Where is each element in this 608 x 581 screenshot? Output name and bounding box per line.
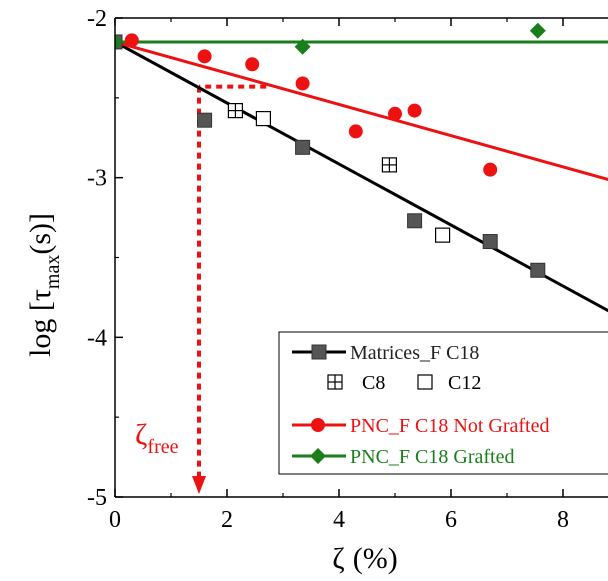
data-point-s4-1: [294, 38, 311, 55]
y-tick-label-0: -5: [87, 485, 107, 511]
data-point-s3-7: [483, 162, 498, 177]
axes: 0 2 4 6 8 -5 -4 -3 -2: [87, 6, 608, 533]
y-tick-label-1: -4: [87, 325, 107, 351]
x-tick-label-2: 4: [333, 507, 345, 533]
legend-box: [278, 331, 608, 475]
x-tick-label-3: 6: [445, 507, 457, 533]
plot-content: [115, 22, 608, 494]
zeta-free-label: ζfree: [135, 418, 179, 458]
annotation-arrowhead: [192, 476, 206, 494]
legend-label-grafted: PNC_F C18 Grafted: [350, 446, 514, 468]
data-point-s3-5: [388, 106, 402, 121]
data-point-s4-2: [529, 22, 546, 39]
data-point-s3-6: [407, 103, 422, 118]
legend-label-matrices: Matrices_F C18: [350, 342, 479, 364]
legend-marker-grafted: [310, 448, 326, 464]
data-point-s1-0: [227, 103, 243, 119]
data-point-s2-1: [435, 227, 451, 243]
x-tick-label-1: 2: [221, 507, 233, 533]
legend-marker-c12: [417, 374, 433, 390]
legend-marker-c8: [327, 374, 343, 390]
y-tick-label-3: -2: [87, 6, 107, 32]
x-tick-label-4: 8: [557, 507, 569, 533]
data-point-s0-5: [530, 262, 546, 278]
legend-label-not-grafted: PNC_F C18 Not Grafted: [350, 415, 549, 437]
data-point-s4-0: [115, 33, 123, 50]
fit-line-3: [115, 40, 608, 181]
data-point-s0-3: [407, 213, 423, 229]
legend-label-c12: C12: [448, 372, 481, 394]
y-axis-title: log [τmax(s)]: [24, 213, 64, 357]
legend-marker-matrices: [311, 344, 327, 360]
y-tick-label-2: -3: [87, 166, 107, 192]
data-point-s0-1: [197, 112, 213, 128]
x-axis-title: ζ (%): [332, 542, 397, 575]
legend-marker-not-grafted: [311, 418, 325, 432]
data-point-s0-2: [295, 139, 311, 155]
data-point-s0-4: [482, 234, 498, 250]
data-point-s1-1: [381, 157, 397, 173]
data-point-s3-0: [124, 33, 139, 48]
data-point-s2-0: [255, 110, 271, 127]
data-point-s3-3: [295, 76, 310, 91]
plot-area: [115, 22, 608, 494]
legend: Matrices_F C18 C8 C12 PNC_F C18 Not Graf…: [278, 331, 608, 475]
legend-label-c8: C8: [362, 372, 385, 394]
data-point-s3-2: [245, 57, 260, 72]
x-tick-label-0: 0: [109, 507, 121, 533]
data-point-s3-1: [197, 49, 212, 64]
data-point-s3-4: [348, 124, 363, 139]
